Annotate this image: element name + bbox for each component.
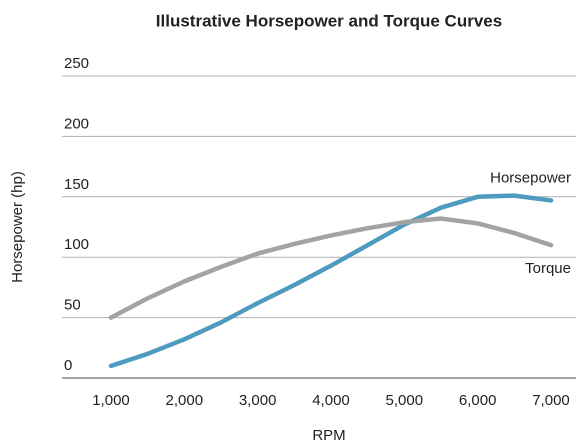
- chart-title: Illustrative Horsepower and Torque Curve…: [156, 11, 502, 30]
- x-tick-label: 6,000: [459, 392, 497, 409]
- y-tick-label: 0: [64, 357, 72, 374]
- legend-label: Horsepower: [490, 169, 571, 186]
- x-tick-label: 2,000: [166, 392, 204, 409]
- x-tick-label: 5,000: [386, 392, 424, 409]
- y-tick-label: 200: [64, 115, 89, 132]
- legend-label: Torque: [525, 260, 571, 277]
- y-tick-label: 100: [64, 236, 89, 253]
- y-tick-label: 50: [64, 297, 81, 314]
- x-tick-label: 3,000: [239, 392, 277, 409]
- y-tick-label: 150: [64, 176, 89, 193]
- x-tick-label: 7,000: [532, 392, 570, 409]
- series-line: [108, 216, 554, 320]
- x-tick-label: 4,000: [312, 392, 350, 409]
- x-axis-label: RPM: [312, 427, 345, 444]
- x-tick-label: 1,000: [92, 392, 130, 409]
- series-line: [108, 193, 554, 369]
- y-axis-label: Horsepower (hp): [9, 171, 26, 283]
- y-tick-label: 250: [64, 55, 89, 72]
